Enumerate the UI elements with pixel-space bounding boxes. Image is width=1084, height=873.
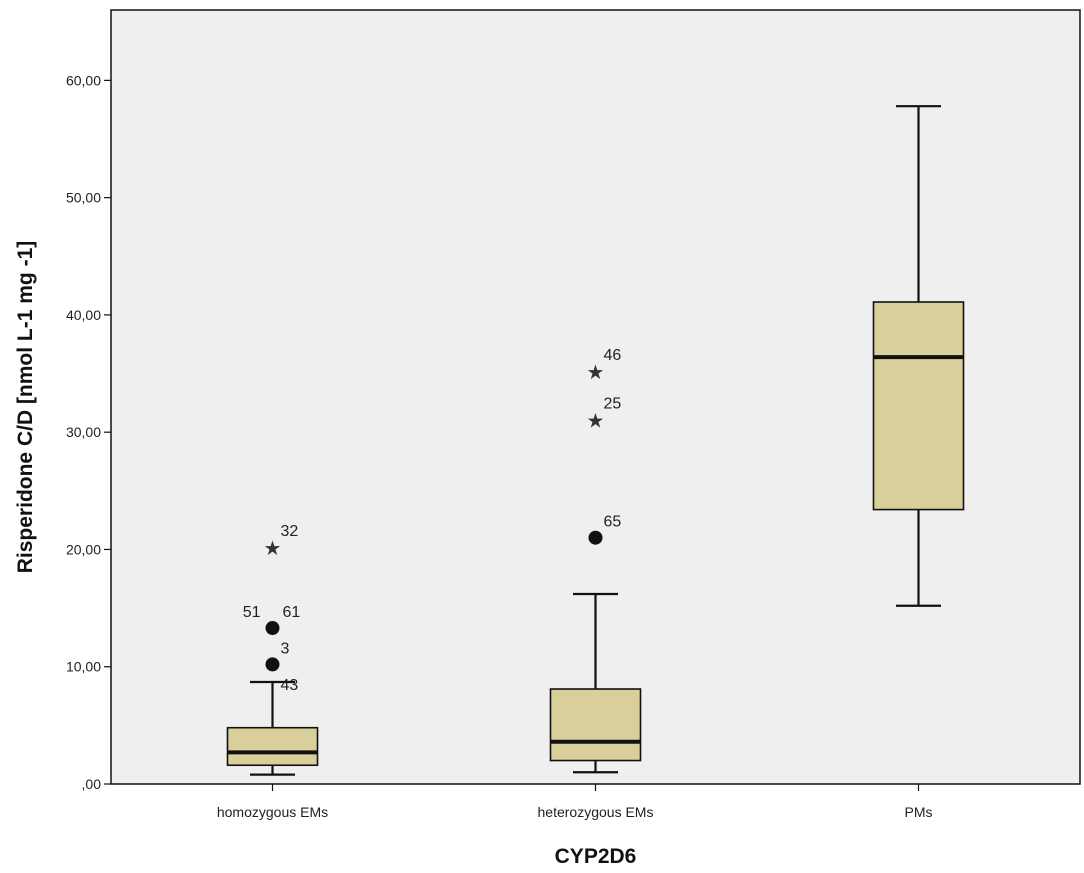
y-axis-title: Risperidone C/D [nmol L-1 mg -1] (14, 241, 37, 574)
outlier-label: 32 (281, 523, 299, 540)
y-tick-label: 30,00 (66, 424, 101, 440)
iqr-box (872, 301, 965, 511)
outlier-label: 61 (283, 604, 301, 621)
y-tick-label: 20,00 (66, 541, 101, 557)
outlier-point (265, 621, 280, 636)
outlier-point (265, 657, 280, 672)
box-heterozygous-ems: 65★25★46 (549, 347, 642, 774)
outlier-label: 43 (281, 677, 299, 694)
y-tick-label: ,00 (82, 776, 102, 792)
extreme-outlier-star: ★ (264, 536, 282, 560)
outlier-label: 65 (604, 514, 622, 531)
y-tick-label: 40,00 (66, 307, 101, 323)
x-category-label: homozygous EMs (217, 804, 328, 820)
x-axis: homozygous EMs heterozygous EMs PMs (217, 784, 933, 820)
x-axis-title: CYP2D6 (555, 845, 637, 868)
y-tick-label: 10,00 (66, 659, 101, 675)
y-axis: ,00 10,00 20,00 30,00 40,00 50,00 60,00 (66, 72, 111, 792)
x-category-label: PMs (905, 804, 933, 820)
y-tick-label: 60,00 (66, 72, 101, 88)
outlier-label: 51 (243, 604, 261, 621)
iqr-box (226, 726, 319, 767)
extreme-outlier-star: ★ (587, 408, 605, 432)
box-homozygous-ems: 51 61 3 43 ★32 (226, 523, 319, 776)
box-pms (872, 105, 965, 607)
extreme-outlier-star: ★ (587, 360, 605, 384)
x-category-label: heterozygous EMs (538, 804, 654, 820)
outlier-label: 3 (281, 640, 290, 657)
outlier-label: 46 (604, 347, 622, 364)
outlier-point (588, 530, 603, 545)
outlier-label: 25 (604, 395, 622, 412)
y-tick-label: 50,00 (66, 190, 101, 206)
iqr-box (549, 688, 642, 762)
